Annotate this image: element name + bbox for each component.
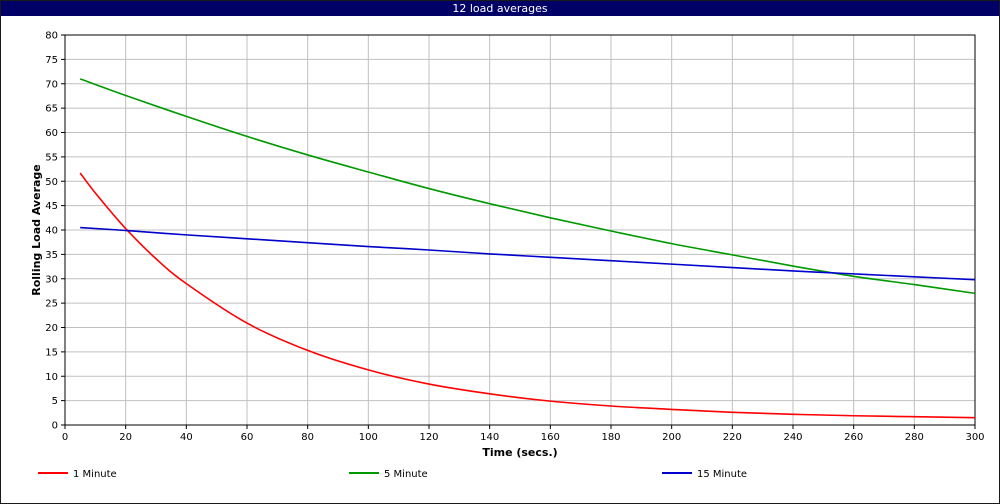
y-tick-label: 45 [45, 201, 58, 212]
y-tick-label: 35 [45, 250, 58, 261]
x-tick-label: 260 [844, 432, 863, 443]
y-tick-label: 0 [52, 421, 58, 432]
grid [64, 34, 976, 426]
x-tick-label: 60 [241, 432, 254, 443]
y-tick-label: 25 [45, 299, 58, 310]
x-tick-label: 80 [301, 432, 314, 443]
x-tick-label: 40 [180, 432, 193, 443]
legend-label: 15 Minute [697, 469, 747, 480]
series-line-5-minute [79, 78, 976, 295]
y-tick-label: 10 [45, 372, 58, 383]
x-tick-label: 200 [662, 432, 681, 443]
x-axis-label: Time (secs.) [482, 446, 557, 459]
series-line-1-minute [79, 172, 976, 419]
x-tick-label: 20 [119, 432, 132, 443]
y-tick-label: 80 [45, 31, 58, 42]
y-tick-label: 30 [45, 274, 58, 285]
series-line-15-minute [80, 226, 976, 281]
y-tick-label: 55 [45, 152, 58, 163]
y-tick-label: 40 [45, 226, 58, 237]
y-axis-label: Rolling Load Average [30, 164, 43, 296]
axes: 0 20 40 60 80 100 120 140 160 180 200 220 240 260 280 3… [45, 31, 984, 444]
series-lines [79, 78, 976, 419]
y-tick-label: 75 [45, 55, 58, 66]
x-tick-label: 100 [359, 432, 378, 443]
y-tick-label: 50 [45, 177, 58, 188]
legend: 1 Minute 5 Minute 15 Minute [38, 469, 747, 480]
y-tick-label: 5 [52, 396, 58, 407]
x-tick-label: 0 [62, 432, 68, 443]
y-tick-label: 15 [45, 347, 58, 358]
x-tick-label: 240 [783, 432, 802, 443]
y-tick-label: 70 [45, 79, 58, 90]
y-tick-label: 20 [45, 323, 58, 334]
chart-title-bar: 12 load averages [1, 1, 999, 16]
x-tick-label: 140 [480, 432, 499, 443]
x-tick-label: 180 [601, 432, 620, 443]
y-tick-label: 65 [45, 104, 58, 115]
x-tick-label: 120 [419, 432, 438, 443]
x-tick-label: 300 [965, 432, 984, 443]
legend-label: 5 Minute [384, 469, 428, 480]
x-tick-label: 160 [541, 432, 560, 443]
x-tick-label: 280 [905, 432, 924, 443]
x-tick-label: 220 [723, 432, 742, 443]
legend-label: 1 Minute [73, 469, 117, 480]
y-tick-label: 60 [45, 128, 58, 139]
